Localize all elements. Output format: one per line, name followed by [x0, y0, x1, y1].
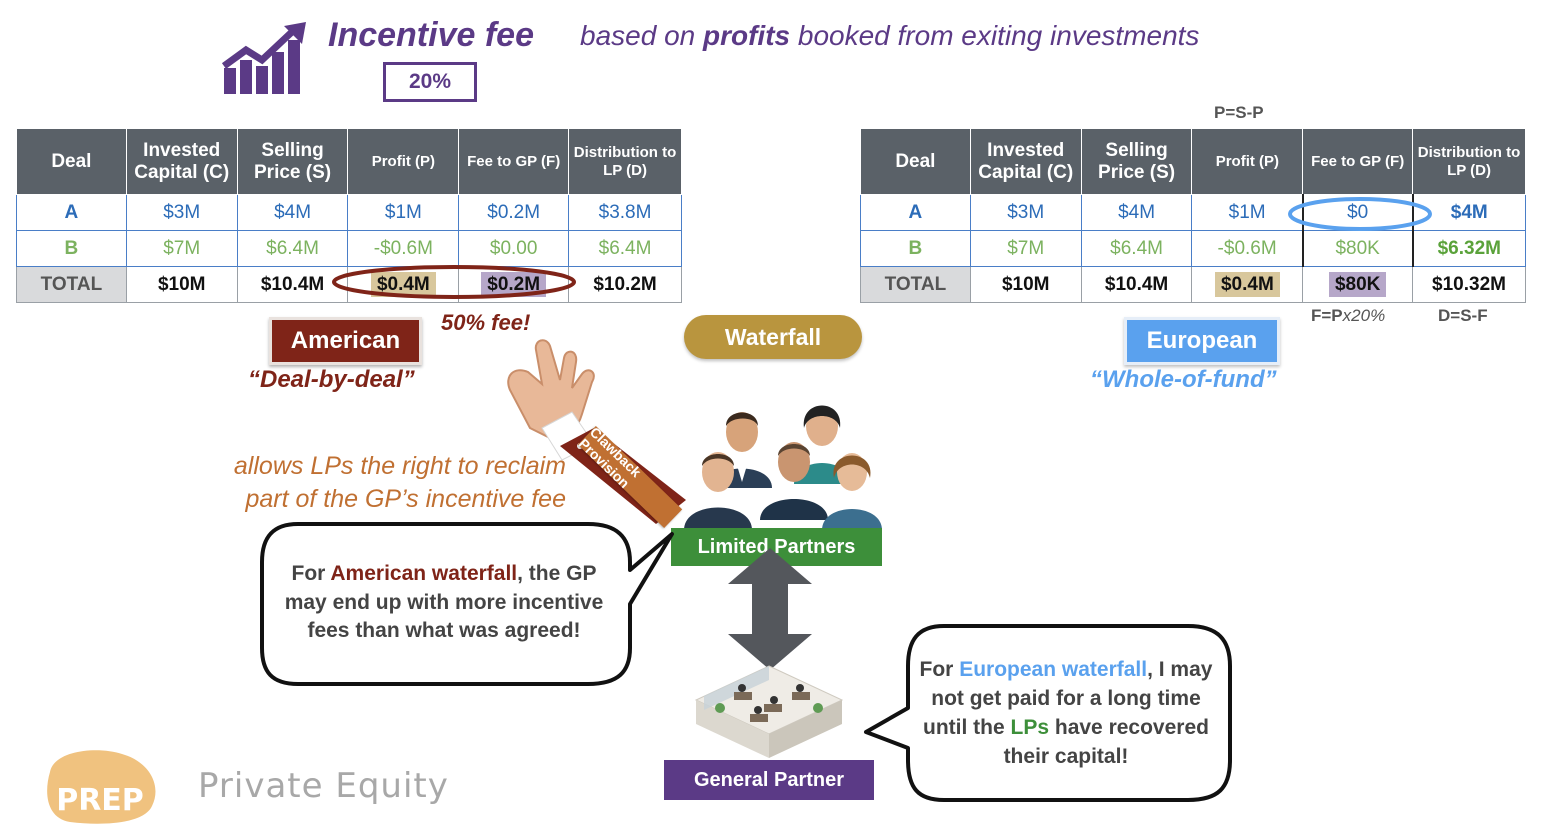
table-cell: $80K: [1302, 266, 1414, 303]
general-partner-label: General Partner: [664, 760, 874, 800]
table-row: B $7M $6.4M -$0.6M $80K $6.32M: [860, 230, 1526, 267]
table-row: A $3M $4M $1M $0.2M $3.8M: [16, 194, 682, 231]
col-header: Distribution to LP (D): [1412, 128, 1526, 195]
table-cell: A: [16, 194, 127, 231]
table-cell: $6.4M: [236, 230, 349, 267]
table-cell: $6.4M: [1080, 230, 1193, 267]
table-cell: $3M: [125, 194, 238, 231]
col-header: Fee to GP (F): [1302, 128, 1414, 195]
page-subtitle: based on profits booked from exiting inv…: [580, 20, 1200, 51]
col-header: Fee to GP (F): [458, 128, 570, 195]
col-header: Selling Price (S): [236, 128, 349, 195]
table-cell: $10.4M: [1080, 266, 1193, 303]
table-cell: -$0.6M: [347, 230, 460, 267]
table-cell: A: [860, 194, 971, 231]
speech-bubble-left-shape: [260, 522, 674, 686]
brand-name: Private Equity: [198, 766, 449, 806]
profit-formula: P=S-P: [1214, 103, 1264, 122]
european-label: European: [1124, 317, 1280, 365]
col-header: Invested Capital (C): [125, 128, 238, 195]
table-cell: $7M: [969, 230, 1082, 267]
table-cell: $3.8M: [568, 194, 682, 231]
table-cell: TOTAL: [16, 266, 127, 303]
highlighted-value: $0.2M: [481, 271, 547, 297]
table-cell: $4M: [236, 194, 349, 231]
table-cell: TOTAL: [860, 266, 971, 303]
table-cell: $7M: [125, 230, 238, 267]
prep-logo-text: PREP: [56, 783, 144, 818]
table-cell: $10M: [969, 266, 1082, 303]
distribution-formula: D=S-F: [1438, 306, 1488, 325]
speech-bubble-left: For American waterfall, the GP may end u…: [284, 561, 604, 643]
col-header: Deal: [860, 128, 971, 195]
highlighted-value: $0.4M: [1214, 271, 1280, 297]
incentive-rate-box: 20%: [383, 62, 477, 102]
col-header: Profit (P): [347, 128, 460, 195]
table-cell: B: [860, 230, 971, 267]
table-cell: $10.4M: [236, 266, 349, 303]
growth-chart-icon: [222, 22, 306, 94]
waterfall-label: Waterfall: [684, 315, 862, 359]
american-label: American: [269, 317, 422, 365]
table-cell: $3M: [969, 194, 1082, 231]
col-header: Profit (P): [1191, 128, 1304, 195]
table-cell: $6.4M: [568, 230, 682, 267]
col-header: Invested Capital (C): [969, 128, 1082, 195]
people-group-icon: [684, 405, 882, 530]
table-cell: $0.2M: [458, 194, 570, 231]
table-cell: $80K: [1301, 230, 1414, 267]
table-cell: $1M: [347, 194, 460, 231]
table-cell: $6.32M: [1412, 230, 1526, 267]
col-header: Deal: [16, 128, 127, 195]
table-total-row: TOTAL $10M $10.4M $0.4M $80K $10.32M: [860, 266, 1526, 303]
highlight-ellipse: [1288, 197, 1432, 231]
clawback-note: allows LPs the right to reclaim part of …: [233, 452, 566, 513]
european-table: Deal Invested Capital (C) Selling Price …: [860, 128, 1526, 303]
table-cell: -$0.6M: [1191, 230, 1304, 267]
table-cell: $10.32M: [1412, 266, 1526, 303]
table-cell: B: [16, 230, 127, 267]
highlighted-value: $80K: [1328, 271, 1387, 297]
table-cell: $4M: [1080, 194, 1193, 231]
col-header: Distribution to LP (D): [568, 128, 682, 195]
fee-warning: 50% fee!: [441, 310, 531, 335]
speech-bubble-right: For European waterfall, I may not get pa…: [919, 658, 1213, 768]
highlight-ellipse: [332, 265, 576, 299]
american-subtitle: “Deal-by-deal”: [248, 366, 415, 393]
european-subtitle: “Whole-of-fund”: [1090, 366, 1277, 393]
table-cell: $10.2M: [568, 266, 682, 303]
speech-bubble-right-shape: [864, 624, 1232, 802]
highlighted-value: $0.4M: [370, 271, 436, 297]
office-icon: [694, 665, 844, 758]
table-cell: $0.4M: [1191, 266, 1304, 303]
page-title: Incentive fee: [328, 16, 534, 54]
col-header: Selling Price (S): [1080, 128, 1193, 195]
fee-formula: F=Px20%: [1311, 306, 1386, 325]
double-arrow-icon: [728, 548, 812, 670]
prep-logo: PREP: [47, 750, 156, 824]
table-cell: $10M: [125, 266, 238, 303]
